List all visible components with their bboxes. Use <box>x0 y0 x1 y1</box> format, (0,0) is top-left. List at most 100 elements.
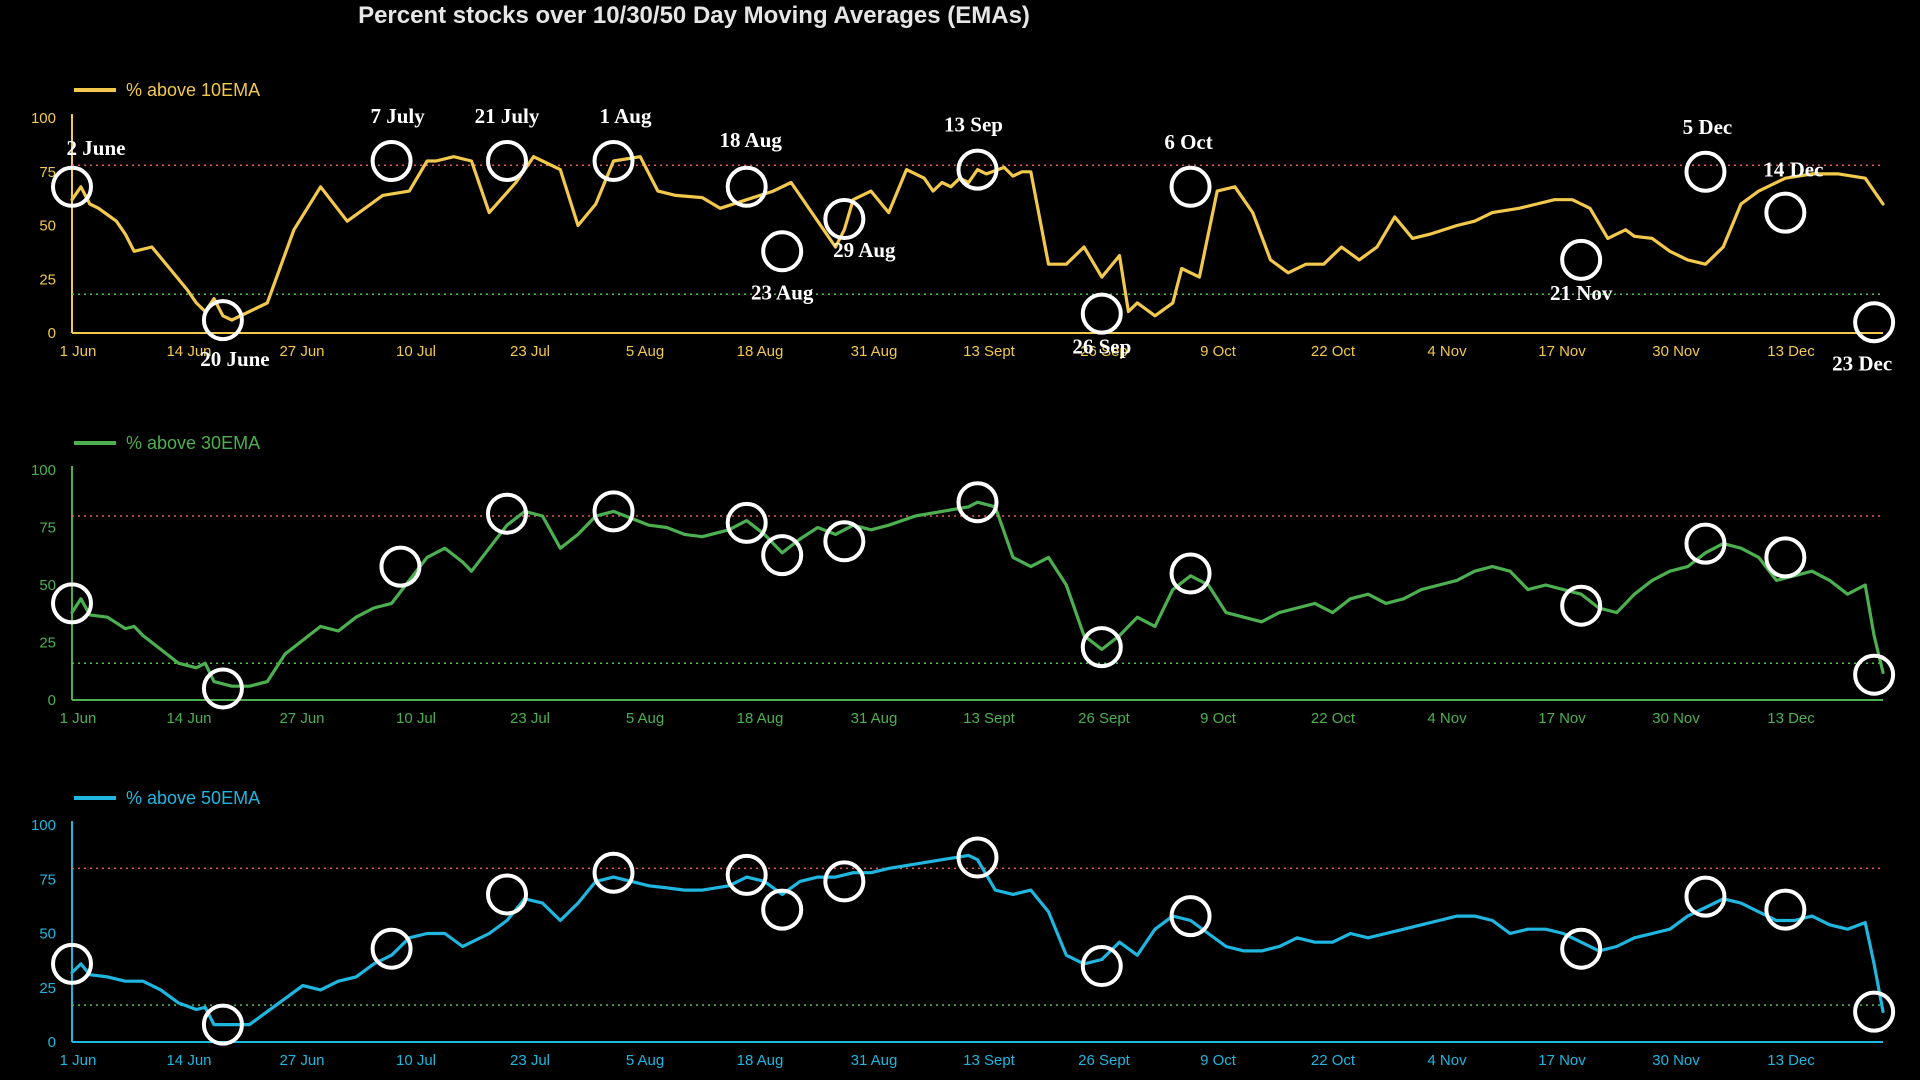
x-tick-label: 18 Aug <box>737 343 784 360</box>
y-tick-label: 0 <box>48 692 56 709</box>
x-tick-label: 27 Jun <box>279 343 324 360</box>
x-tick-label: 14 Jun <box>166 1052 211 1069</box>
highlight-circle <box>370 927 413 970</box>
highlight-circle <box>1764 888 1807 931</box>
annotation-label: 13 Sep <box>944 113 1003 137</box>
x-tick-label: 4 Nov <box>1427 1052 1467 1069</box>
annotation-label: 2 June <box>67 136 126 160</box>
highlight-circle <box>201 667 244 710</box>
annotation-label: 1 Aug <box>600 104 652 128</box>
x-tick-label: 10 Jul <box>396 343 436 360</box>
highlight-circle <box>761 534 804 577</box>
x-tick-label: 13 Sept <box>963 1052 1016 1069</box>
x-tick-label: 1 Jun <box>60 710 97 727</box>
highlight-circle <box>1080 292 1123 335</box>
highlight-circle <box>725 853 768 896</box>
highlight-circle <box>956 481 999 524</box>
x-tick-label: 26 Sept <box>1078 1052 1131 1069</box>
highlight-circle <box>1684 522 1727 565</box>
highlight-circle <box>592 851 635 894</box>
highlight-circle <box>485 873 528 916</box>
x-tick-label: 5 Aug <box>626 343 664 360</box>
x-tick-label: 26 Sept <box>1078 710 1131 727</box>
annotation-label: 14 Dec <box>1763 158 1823 182</box>
x-tick-label: 13 Dec <box>1767 1052 1815 1069</box>
x-tick-label: 1 Jun <box>60 1052 97 1069</box>
highlight-circle <box>1764 536 1807 579</box>
highlight-circle <box>956 836 999 879</box>
x-tick-label: 5 Aug <box>626 1052 664 1069</box>
x-tick-label: 5 Aug <box>626 710 664 727</box>
y-tick-label: 75 <box>39 520 56 537</box>
x-tick-label: 13 Sept <box>963 343 1016 360</box>
annotation-label: 23 Aug <box>751 280 814 304</box>
x-tick-label: 9 Oct <box>1200 343 1237 360</box>
x-tick-label: 13 Sept <box>963 710 1016 727</box>
y-tick-label: 25 <box>39 271 56 288</box>
annotation-label: 18 Aug <box>719 128 782 152</box>
x-tick-label: 4 Nov <box>1427 343 1467 360</box>
series-line <box>70 500 1885 688</box>
highlight-circle <box>51 942 93 985</box>
x-tick-label: 10 Jul <box>396 710 436 727</box>
highlight-circle <box>1560 927 1603 970</box>
highlight-circle <box>379 545 422 588</box>
legend-label: % above 50EMA <box>126 788 260 808</box>
y-tick-label: 50 <box>39 577 56 594</box>
annotation-label: 21 Nov <box>1550 281 1613 305</box>
x-tick-label: 30 Nov <box>1652 710 1700 727</box>
x-tick-label: 10 Jul <box>396 1052 436 1069</box>
annotation-label: 7 July <box>370 104 425 128</box>
highlight-circle <box>1080 626 1123 669</box>
panel-3: 0 25 50 75 100 1 Jun 14 Jun 27 Jun 10 Jul 23 Jul 5… <box>31 788 1896 1069</box>
x-tick-label: 17 Nov <box>1538 343 1586 360</box>
annotation-label: 29 Aug <box>833 238 896 262</box>
highlight-circle <box>823 860 866 903</box>
highlight-circle <box>51 582 93 625</box>
x-tick-label: 27 Jun <box>279 710 324 727</box>
highlight-circle <box>1764 191 1807 234</box>
x-tick-label: 31 Aug <box>851 1052 898 1069</box>
x-tick-label: 4 Nov <box>1427 710 1467 727</box>
y-tick-label: 50 <box>39 926 56 943</box>
x-tick-label: 17 Nov <box>1538 710 1586 727</box>
x-tick-label: 13 Dec <box>1767 343 1815 360</box>
annotation-label: 23 Dec <box>1832 351 1892 375</box>
highlight-circle <box>1853 301 1896 344</box>
x-tick-label: 22 Oct <box>1311 1052 1356 1069</box>
y-tick-label: 100 <box>31 817 56 834</box>
highlight-circle <box>1560 584 1603 627</box>
highlight-circle <box>761 888 804 931</box>
annotation-label: 5 Dec <box>1683 115 1733 139</box>
highlight-circle <box>1684 875 1727 918</box>
highlight-circle <box>1080 945 1123 988</box>
y-tick-label: 0 <box>48 325 56 342</box>
y-tick-label: 50 <box>39 218 56 235</box>
x-tick-label: 14 Jun <box>166 710 211 727</box>
highlight-circle <box>51 165 93 208</box>
highlight-circle <box>201 299 244 342</box>
highlight-circle <box>725 501 768 544</box>
y-tick-label: 75 <box>39 871 56 888</box>
highlight-circle <box>201 1003 244 1046</box>
x-tick-label: 9 Oct <box>1200 1052 1237 1069</box>
highlight-circle <box>370 140 413 182</box>
highlight-circle <box>956 148 999 191</box>
chart-title: Percent stocks over 10/30/50 Day Moving … <box>358 2 1030 29</box>
highlight-circle <box>592 490 635 533</box>
legend-label: % above 10EMA <box>126 80 260 100</box>
y-tick-label: 25 <box>39 635 56 652</box>
x-tick-label: 27 Jun <box>279 1052 324 1069</box>
highlight-circle <box>1169 552 1212 595</box>
y-tick-label: 75 <box>39 164 56 181</box>
highlight-circle <box>1853 990 1896 1033</box>
panel-2: 0 25 50 75 100 1 Jun 14 Jun 27 Jun 10 Jul 23 Jul 5… <box>31 433 1896 727</box>
annotation-label: 6 Oct <box>1164 130 1212 154</box>
x-tick-label: 9 Oct <box>1200 710 1237 727</box>
x-tick-label: 18 Aug <box>737 1052 784 1069</box>
y-tick-label: 25 <box>39 980 56 997</box>
annotation-label: 26 Sep <box>1072 335 1131 359</box>
x-tick-label: 14 Jun <box>166 343 211 360</box>
highlight-circle <box>485 492 528 535</box>
